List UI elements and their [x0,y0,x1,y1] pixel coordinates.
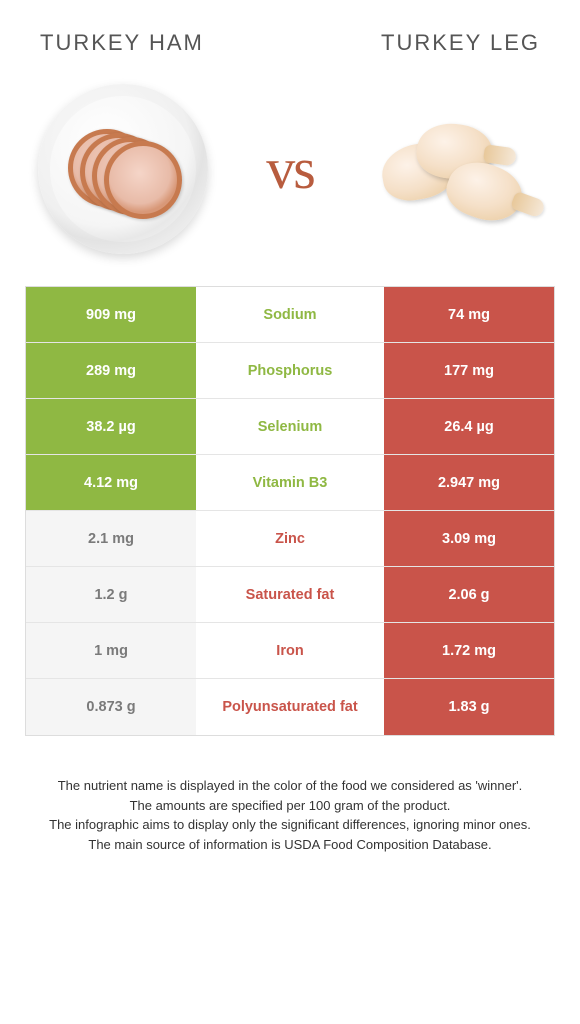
table-row: 1 mgIron1.72 mg [26,623,554,679]
table-row: 4.12 mgVitamin B32.947 mg [26,455,554,511]
footer-line: The infographic aims to display only the… [35,815,545,835]
plate-icon [38,84,208,254]
vs-label: vs [266,135,314,202]
nutrient-label-cell: Phosphorus [196,343,384,398]
footer-notes: The nutrient name is displayed in the co… [25,736,555,854]
table-row: 289 mgPhosphorus177 mg [26,343,554,399]
left-value-cell: 2.1 mg [26,511,196,566]
images-row: vs [25,76,555,286]
nutrient-label-cell: Vitamin B3 [196,455,384,510]
right-value-cell: 2.947 mg [384,455,554,510]
footer-line: The main source of information is USDA F… [35,835,545,855]
header: Turkey ham Turkey leg [25,20,555,76]
ham-slices-icon [68,119,178,219]
turkey-legs-icon [372,99,542,239]
table-row: 1.2 gSaturated fat2.06 g [26,567,554,623]
nutrient-label-cell: Zinc [196,511,384,566]
right-food-image [370,81,545,256]
left-value-cell: 909 mg [26,287,196,342]
left-food-title: Turkey ham [40,30,204,56]
right-value-cell: 74 mg [384,287,554,342]
right-value-cell: 2.06 g [384,567,554,622]
right-value-cell: 177 mg [384,343,554,398]
right-value-cell: 1.83 g [384,679,554,735]
table-row: 909 mgSodium74 mg [26,287,554,343]
left-value-cell: 38.2 µg [26,399,196,454]
table-row: 0.873 gPolyunsaturated fat1.83 g [26,679,554,735]
nutrient-label-cell: Iron [196,623,384,678]
left-value-cell: 289 mg [26,343,196,398]
nutrient-label-cell: Polyunsaturated fat [196,679,384,735]
right-value-cell: 26.4 µg [384,399,554,454]
left-food-image [35,81,210,256]
table-row: 2.1 mgZinc3.09 mg [26,511,554,567]
nutrient-label-cell: Saturated fat [196,567,384,622]
left-value-cell: 1.2 g [26,567,196,622]
left-value-cell: 1 mg [26,623,196,678]
right-value-cell: 3.09 mg [384,511,554,566]
nutrient-label-cell: Selenium [196,399,384,454]
left-value-cell: 4.12 mg [26,455,196,510]
footer-line: The nutrient name is displayed in the co… [35,776,545,796]
footer-line: The amounts are specified per 100 gram o… [35,796,545,816]
nutrient-label-cell: Sodium [196,287,384,342]
table-row: 38.2 µgSelenium26.4 µg [26,399,554,455]
nutrient-table: 909 mgSodium74 mg289 mgPhosphorus177 mg3… [25,286,555,736]
right-food-title: Turkey leg [381,30,540,56]
right-value-cell: 1.72 mg [384,623,554,678]
left-value-cell: 0.873 g [26,679,196,735]
